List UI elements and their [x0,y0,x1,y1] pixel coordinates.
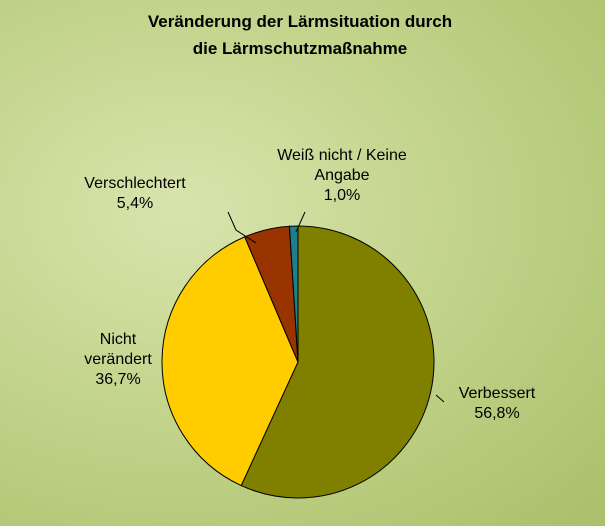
pie [162,226,434,498]
category-label: Weiß nicht / Keine Angabe [267,146,417,186]
value-label: 5,4% [70,194,200,214]
category-label: Verbessert [442,384,552,404]
chart-svg: Veränderung der Lärmsituation durch die … [0,0,605,526]
value-label: 1,0% [267,186,417,206]
value-label: 36,7% [78,370,158,390]
chart: Veränderung der Lärmsituation durch die … [0,0,605,526]
category-label: Nicht verändert [78,330,158,370]
value-label: 56,8% [442,404,552,424]
chart-title: die Lärmschutzmaßnahme [193,39,407,58]
category-label: Verschlechtert [70,174,200,194]
chart-title: Veränderung der Lärmsituation durch [148,12,452,31]
